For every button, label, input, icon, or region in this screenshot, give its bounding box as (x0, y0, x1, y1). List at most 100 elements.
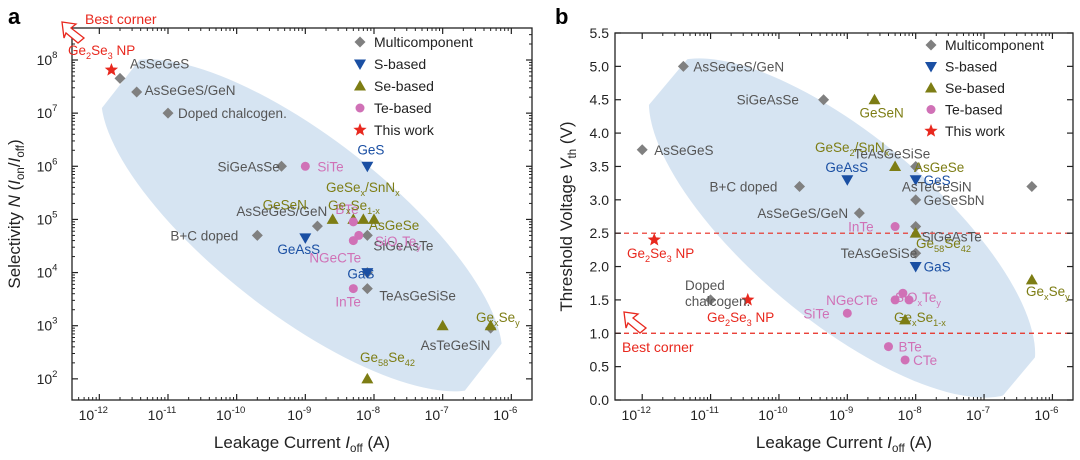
chem-label-part: 58 (378, 358, 388, 368)
point-se (909, 227, 922, 238)
chem-label-part: 1-x (367, 206, 380, 216)
chem-label: Ge2Se3 NP (627, 246, 694, 264)
point-label: AsSeGeS (654, 143, 713, 158)
chem-label-part: x (395, 188, 400, 198)
point-label: GaS (347, 267, 374, 282)
point-te (883, 342, 893, 352)
point-work (741, 292, 755, 306)
chem-label-part: Ge (1026, 284, 1044, 299)
point-te (890, 295, 900, 305)
y-tick-label: 104 (37, 263, 59, 281)
x-tick-label: 10-10 (216, 405, 245, 423)
x-tick-label-part: 10 (829, 407, 845, 423)
x-axis-label-part: Leakage Current (214, 433, 345, 452)
chem-label-part: Ge (68, 43, 86, 58)
x-tick-label: 10-12 (622, 405, 651, 423)
point-multi (251, 229, 263, 241)
point-work (647, 232, 661, 246)
chem-label-part: NP (752, 310, 775, 325)
legend-marker-se (354, 80, 366, 91)
y-axis-label-part: ( (5, 184, 24, 195)
point-s (909, 175, 922, 186)
point-label: AsSeGeS/GeN (693, 59, 784, 74)
x-tick-label-part: -6 (509, 405, 517, 416)
chem-label-part: x (1044, 292, 1049, 302)
y-tick-label-part: 4 (52, 263, 58, 274)
point-label: BTe (898, 340, 921, 355)
chem-label: AsGeSe (369, 218, 419, 233)
point-work (104, 62, 119, 76)
point-multi (794, 180, 806, 192)
chem-label-part: SiO (895, 290, 918, 305)
x-axis-label-part: I (345, 433, 350, 452)
point-se (367, 213, 380, 224)
x-tick-label: 10-12 (79, 405, 108, 423)
chem-label-part: 2 (645, 254, 650, 264)
point-se (436, 319, 449, 331)
y-tick-label: 105 (37, 209, 58, 227)
point-label: B+C doped (170, 228, 238, 243)
x-axis-label: Leakage Current Ioff (A) (756, 433, 932, 455)
point-multi (311, 220, 323, 232)
y-tick-label: 107 (37, 103, 58, 121)
chem-label-part: x (346, 206, 351, 216)
x-axis-label-part: (A) (363, 433, 390, 452)
y-tick-label: 2.5 (590, 225, 610, 241)
point-te (348, 236, 358, 246)
x-tick-label: 10-6 (1034, 405, 1058, 423)
legend-label: S-based (374, 56, 426, 72)
selection-region (648, 58, 1036, 398)
x-tick-label: 10-9 (829, 405, 853, 423)
legend-marker-work (353, 123, 367, 136)
chem-label: AsGeSe (914, 160, 964, 175)
chem-label: GexSey (476, 310, 520, 328)
x-tick-label: 10-6 (493, 405, 517, 423)
chem-label-part: NP (672, 246, 695, 261)
chem-label-part: Se (499, 310, 516, 325)
x-tick-label-part: 10 (758, 407, 774, 423)
point-label: SiGeAsSe (218, 159, 280, 174)
chem-label-part: /SnN (365, 180, 395, 195)
chem-label: GexSe1-x (328, 198, 380, 216)
x-axis-label-part: Leakage Current (756, 433, 887, 452)
x-tick-label-part: 10 (287, 407, 303, 423)
point-label: SiTe (317, 159, 343, 174)
y-axis-label-part: I (5, 157, 24, 162)
x-tick-label-part: -9 (303, 405, 311, 416)
x-tick-label-part: -11 (706, 405, 719, 416)
y-tick-label-part: 10 (37, 158, 53, 174)
best-corner-label: Best corner (85, 11, 157, 27)
point-multi (361, 283, 373, 295)
selection-region (101, 59, 503, 392)
x-tick-label-part: -6 (1050, 405, 1058, 416)
point-multi (705, 294, 717, 306)
point-s (361, 161, 374, 173)
panel-b: 10-12 10-11 10-10 10-9 10-8 10-7 10-60.00.51.0… (555, 4, 1074, 455)
legend-marker-s (354, 59, 366, 70)
legend-label: Multicomponent (374, 34, 473, 50)
chem-label-part: Te (922, 290, 936, 305)
chem-label-part: x (398, 242, 403, 252)
chem-label-part: 2 (850, 148, 855, 158)
chem-label-part: AsGeSe (914, 160, 964, 175)
x-tick-label: 10-8 (356, 405, 380, 423)
y-axis-label-part: N (5, 194, 24, 207)
y-tick-label-part: 2 (52, 369, 57, 380)
best-corner-label: Best corner (622, 339, 694, 355)
legend-marker-te (926, 105, 936, 114)
point-te (842, 308, 852, 318)
y-axis-label-part: I (5, 180, 24, 185)
x-tick-label-part: 10 (356, 407, 372, 423)
x-tick-label-part: 10 (1034, 407, 1050, 423)
chem-label-part: x (885, 148, 890, 158)
chem-label-part: x (361, 188, 366, 198)
panel-a: 10-12 10-11 10-10 10-9 10-8 10-7 10-6102103104… (5, 4, 533, 455)
chem-label-part: Ge (360, 350, 378, 365)
point-se (868, 93, 881, 105)
y-tick-label: 1.0 (590, 325, 610, 341)
chem-label-part: 2 (725, 318, 730, 328)
chem-label: GexSe1-x (894, 310, 946, 328)
x-axis-label-part: off (892, 443, 905, 455)
chem-label-part: Ge (627, 246, 645, 261)
x-tick-label-part: -8 (372, 405, 380, 416)
